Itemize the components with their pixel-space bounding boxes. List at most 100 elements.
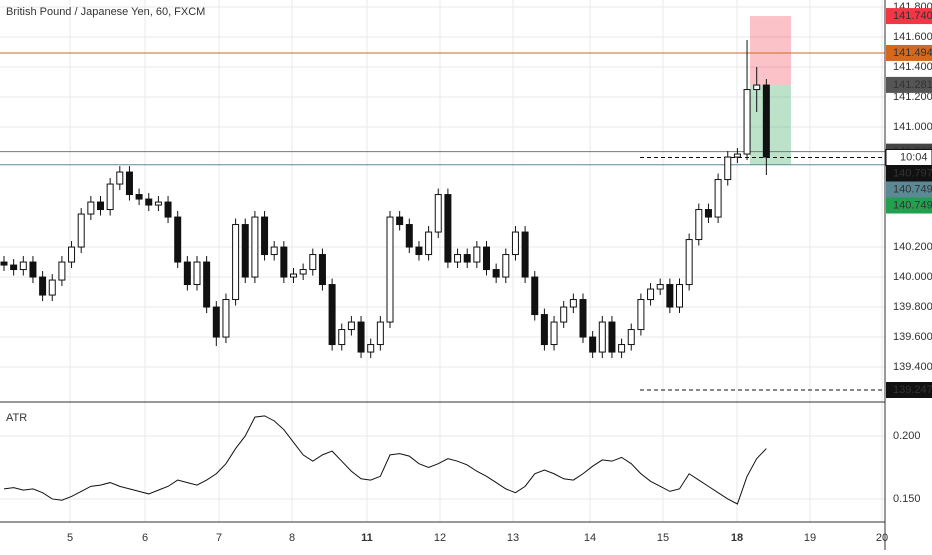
price-tag <box>885 149 932 166</box>
price-tag-label: 140.797 <box>893 167 932 179</box>
candle-body <box>396 216 404 226</box>
candle-body <box>299 269 307 275</box>
candle-body <box>357 321 365 353</box>
candle-body <box>463 254 471 263</box>
chart-title: British Pound / Japanese Yen, 60, FXCM <box>6 6 205 18</box>
candle-body <box>492 269 500 278</box>
candle-body <box>714 179 722 218</box>
candle-body <box>125 171 133 196</box>
candle-body <box>434 194 442 233</box>
candle-body <box>29 261 37 278</box>
x-tick-label: 7 <box>216 532 222 544</box>
y-tick-label: 141.200 <box>893 91 932 103</box>
candle-body <box>106 183 114 211</box>
x-tick-label: 11 <box>361 532 373 544</box>
candle-body <box>135 194 143 200</box>
candle-body <box>753 84 761 91</box>
candle-body <box>309 254 317 271</box>
candle-body <box>685 239 693 286</box>
candle-body <box>290 273 297 278</box>
x-tick-label: 15 <box>657 532 669 544</box>
candle-body <box>367 344 375 353</box>
candle-body <box>328 284 336 346</box>
candle-body <box>376 321 384 346</box>
candle-body <box>579 299 587 338</box>
candle-body <box>695 209 703 241</box>
y-tick-label: 139.400 <box>893 361 932 373</box>
candle-body <box>618 344 626 353</box>
price-tag-label: 141.740 <box>893 10 932 22</box>
candle-body <box>647 288 655 301</box>
candle-body <box>241 224 249 278</box>
price-tag <box>886 165 932 182</box>
countdown: 10:04 <box>900 151 928 163</box>
candle-body <box>627 329 635 346</box>
price-tag <box>886 181 932 198</box>
candle-body <box>540 314 548 346</box>
candle-body <box>656 284 664 290</box>
candle-body <box>454 254 462 263</box>
candle-body <box>425 231 433 256</box>
x-tick-label: 6 <box>142 532 148 544</box>
price-tag-label: 140.749 <box>893 199 932 211</box>
candle-body <box>10 264 18 271</box>
candle-body <box>58 261 66 281</box>
candle-body <box>338 329 346 346</box>
y-tick-label: 141.400 <box>893 61 932 73</box>
x-tick-label: 8 <box>289 532 295 544</box>
axes: 139.400139.600139.800140.000140.200141.0… <box>67 1 932 544</box>
candle-body <box>598 321 606 353</box>
candle-body <box>39 276 47 296</box>
y-tick-label: 140.000 <box>893 271 932 283</box>
y-tick-label: 140.200 <box>893 241 932 253</box>
y-tick-label: 0.200 <box>893 430 921 442</box>
candle-body <box>116 171 124 185</box>
candle-body <box>608 321 616 353</box>
candle-body <box>415 246 423 256</box>
candle-body <box>733 153 741 158</box>
candle-body <box>676 284 683 308</box>
candle-body <box>483 246 490 271</box>
candle-body <box>550 321 558 346</box>
candle-body <box>724 156 732 181</box>
candle-body <box>560 306 568 323</box>
price-tag-label: 141.281 <box>893 79 932 91</box>
plot <box>0 16 885 505</box>
y-tick-label: 139.800 <box>893 301 932 313</box>
candle-body <box>251 216 259 278</box>
price-tag-label: 139.247 <box>893 384 932 396</box>
price-tag <box>886 76 932 93</box>
x-tick-label: 13 <box>507 532 519 544</box>
x-tick-label: 14 <box>584 532 596 544</box>
candle-body <box>270 246 278 256</box>
y-tick-label: 139.600 <box>893 331 932 343</box>
x-tick-label: 19 <box>804 532 816 544</box>
candle-body <box>762 84 770 158</box>
candle-body <box>531 276 539 316</box>
candle-body <box>405 224 413 248</box>
x-tick-label: 12 <box>434 532 446 544</box>
y-tick-label: 141.000 <box>893 121 932 133</box>
candle-body <box>212 306 220 338</box>
candle-body <box>743 89 751 155</box>
candle-body <box>261 216 269 256</box>
atr-line <box>3 415 767 505</box>
candle-body <box>502 254 510 278</box>
candle-body <box>193 261 201 286</box>
stop-zone <box>750 16 791 85</box>
price-tag <box>886 382 932 398</box>
candle-body <box>0 261 8 266</box>
candle-body <box>569 299 577 308</box>
candle-body <box>511 231 519 256</box>
candle-body <box>318 254 326 286</box>
candle-body <box>68 246 76 263</box>
candle-body <box>19 261 27 271</box>
y-tick-label: 0.150 <box>893 493 921 505</box>
candle-body <box>473 246 481 263</box>
candle-body <box>666 284 674 308</box>
price-tag-label: 140.749 <box>893 183 932 195</box>
x-tick-label: 5 <box>67 532 73 544</box>
price-tag <box>886 197 932 214</box>
candle-body <box>704 209 712 218</box>
